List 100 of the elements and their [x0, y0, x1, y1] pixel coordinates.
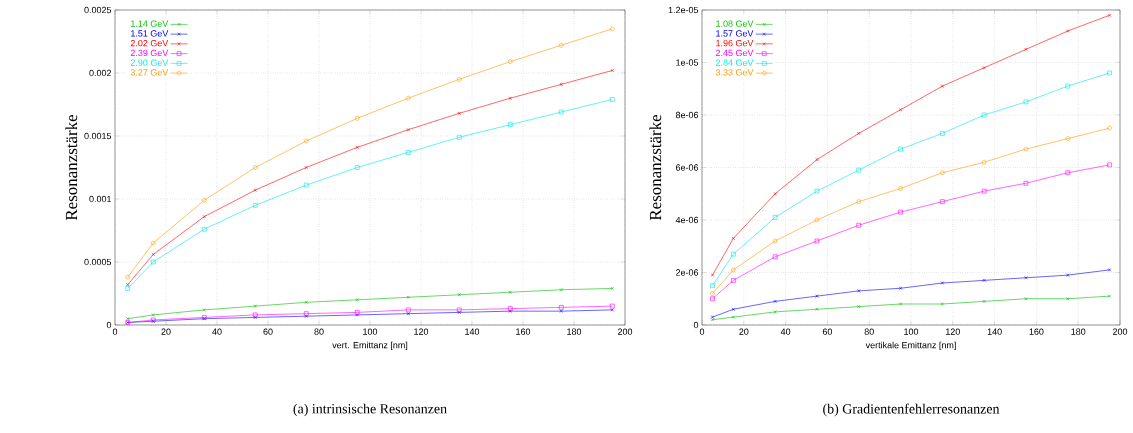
y-tick-label: 6e-06: [676, 164, 699, 171]
point: [303, 138, 309, 144]
point: [814, 188, 820, 194]
point: [457, 111, 461, 116]
point: [898, 302, 903, 306]
point: [857, 131, 861, 136]
x-tick-label: 0: [112, 328, 118, 335]
legend-label: 1.08 GeV: [716, 20, 754, 27]
point: [507, 59, 513, 64]
x-tick-label: 40: [212, 328, 222, 335]
point: [150, 259, 156, 265]
legend-label: 3.33 GeV: [715, 69, 754, 76]
point: [940, 281, 945, 285]
y-tick-label: 8e-06: [675, 111, 699, 119]
y-tick-label: 0: [693, 321, 699, 329]
point: [405, 150, 411, 155]
point: [1065, 170, 1071, 176]
point: [201, 197, 207, 203]
point: [609, 303, 615, 309]
y-axis-title: Resonanzstärke: [649, 114, 662, 221]
point: [508, 96, 512, 100]
legend-label: 2.90 GeV: [130, 59, 169, 66]
point: [253, 188, 257, 192]
point: [355, 298, 359, 302]
point: [773, 299, 777, 304]
y-tick-label: 0.002: [89, 69, 112, 77]
point: [558, 42, 564, 48]
point: [731, 278, 736, 283]
point: [940, 131, 945, 136]
point: [731, 315, 736, 319]
point: [354, 165, 360, 170]
point: [355, 145, 359, 150]
y-tick-label: 0.001: [89, 195, 112, 203]
point: [940, 170, 945, 176]
x-tick-label: 100: [904, 328, 919, 335]
y-tick-label: 0: [106, 321, 112, 329]
y-tick-label: 4e-06: [675, 216, 699, 224]
point: [252, 165, 258, 170]
point: [1024, 297, 1028, 301]
x-tick-label: 0: [699, 328, 705, 335]
point: [1023, 99, 1029, 105]
point: [304, 165, 308, 170]
point: [981, 188, 987, 194]
point: [406, 295, 410, 299]
point: [1107, 70, 1112, 76]
point: [151, 313, 155, 317]
point: [981, 159, 987, 165]
x-tick-label: 60: [822, 328, 833, 335]
point: [1066, 29, 1070, 33]
point: [773, 310, 777, 314]
point: [508, 290, 512, 294]
x-tick-label: 120: [946, 328, 960, 335]
point: [856, 199, 862, 204]
point: [815, 157, 819, 162]
x-tick-label: 40: [780, 328, 791, 335]
point: [1024, 47, 1028, 52]
point: [405, 95, 411, 101]
legend-label: 1.51 GeV: [131, 30, 169, 37]
point: [1066, 297, 1070, 301]
point: [202, 214, 206, 219]
point: [731, 236, 736, 241]
point: [151, 252, 155, 257]
point: [856, 167, 862, 173]
legend-label: 2.84 GeV: [716, 59, 754, 66]
point: [406, 127, 410, 132]
point: [406, 311, 410, 316]
point: [559, 288, 563, 292]
legend-label: 1.57 GeV: [716, 30, 754, 37]
point: [710, 296, 715, 302]
point: [456, 134, 462, 140]
point: [1024, 276, 1028, 280]
point: [457, 293, 461, 297]
x-tick-label: 160: [1029, 328, 1044, 335]
point: [898, 186, 903, 191]
x-tick-label: 20: [739, 328, 749, 335]
point: [1065, 136, 1071, 141]
point: [1066, 273, 1070, 277]
x-tick-label: 120: [414, 328, 429, 335]
point: [354, 116, 360, 121]
text: (a) intrinsische Resonanzen: [293, 403, 447, 417]
point: [940, 302, 945, 306]
point: [772, 215, 778, 220]
x-tick-label: 80: [864, 328, 874, 335]
point: [253, 304, 257, 308]
point: [731, 251, 736, 257]
point: [772, 254, 778, 260]
x-tick-label: 140: [987, 328, 1002, 335]
point: [982, 278, 986, 283]
legend-label: 3.27 GeV: [130, 69, 169, 76]
legend-label: 2.45 GeV: [716, 49, 754, 57]
point: [898, 108, 903, 112]
point: [982, 299, 986, 304]
y-tick-label: 0.0005: [84, 258, 112, 266]
point: [507, 122, 513, 127]
x-tick-label: 180: [1071, 328, 1086, 335]
x-tick-label: 140: [465, 328, 480, 335]
point: [304, 300, 308, 305]
point: [898, 146, 903, 152]
point: [815, 307, 819, 311]
point: [456, 77, 462, 82]
